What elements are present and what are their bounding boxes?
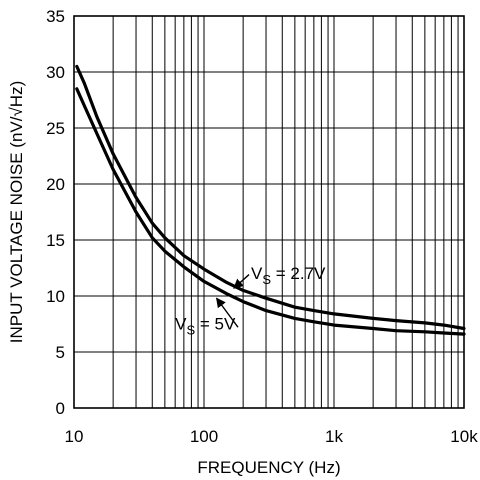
y-tick-label: 25 [46, 119, 65, 138]
series-line-1 [75, 64, 466, 331]
y-tick-label: 30 [46, 63, 65, 82]
plot-border [73, 15, 465, 409]
series-group [75, 64, 466, 336]
y-tick-label: 0 [56, 399, 65, 418]
x-tick-label: 1k [325, 427, 343, 446]
annotation-label: VS = 5V [175, 315, 236, 338]
y-tick-label: 5 [56, 343, 65, 362]
y-tick-label: 35 [46, 7, 65, 26]
x-tick-label: 10 [65, 427, 84, 446]
x-axis-title: FREQUENCY (Hz) [197, 458, 340, 477]
tick-labels: 10 100 1k 10k 0 5 10 15 20 25 30 35 [46, 7, 478, 446]
y-axis-title: INPUT VOLTAGE NOISE (nV/√Hz) [7, 81, 26, 344]
y-tick-label: 20 [46, 175, 65, 194]
annotation-arrow [233, 274, 250, 289]
series-line-2 [75, 87, 466, 336]
annotation-2: VS = 5V [175, 297, 239, 338]
x-tick-label: 100 [190, 427, 218, 446]
annotation-label: VS = 2.7V [251, 264, 326, 287]
x-tick-label: 10k [450, 427, 478, 446]
annotations: VS = 2.7V VS = 5V [175, 264, 326, 337]
annotation-arrow [216, 297, 239, 328]
plot-frame [73, 15, 465, 409]
annotation-1: VS = 2.7V [233, 264, 326, 289]
y-tick-label: 15 [46, 231, 65, 250]
y-tick-label: 10 [46, 287, 65, 306]
grid [74, 16, 464, 408]
